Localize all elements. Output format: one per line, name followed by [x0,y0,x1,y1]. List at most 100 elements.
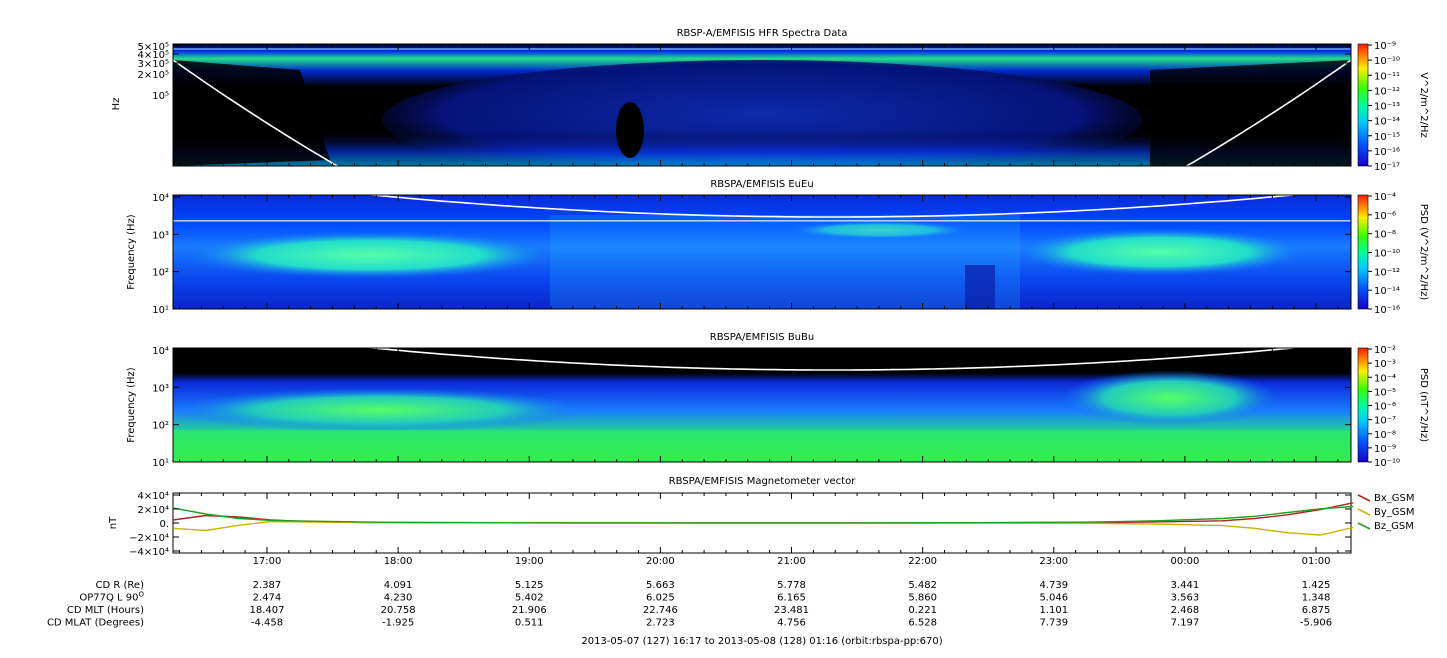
time-range-label: 2013-05-07 (127) 16:17 to 2013-05-08 (12… [581,636,942,647]
colorbar-tick-label: 10⁻⁹ [1374,444,1396,455]
mag-ylabel: nT [108,516,119,529]
y-tick-label: 4×10⁵ [138,50,169,61]
mag-series [172,502,1354,536]
ephemeris-value: 1.425 [1302,580,1331,591]
ephemeris-value: 3.441 [1171,580,1200,591]
mag-y-axis: 4×10⁴ 2×10⁴ 0. −2×10⁴ −4×10⁴ [129,491,1351,558]
hfr-colorbar [1357,43,1369,167]
y-tick-label: 10² [152,421,169,432]
colorbar-tick-label: 10⁻⁸ [1374,230,1396,241]
hfr-notch [616,102,644,158]
colorbar-tick-label: 10⁻⁷ [1374,416,1396,427]
colorbar-tick-label: 10⁻⁹ [1374,41,1396,52]
time-tick-label: 22:00 [908,556,937,567]
y-tick-label: 2×10⁴ [138,505,169,516]
y-tick-label: 10⁴ [152,346,169,357]
ephemeris-value: 0.221 [908,605,937,616]
eueu-title: RBSPA/EMFISIS EuEu [710,179,813,190]
ephemeris-row-label: CD MLT (Hours) [67,605,144,616]
colorbar-tick-label: 10⁻⁴ [1374,373,1396,384]
y-tick-label: −2×10⁴ [129,533,169,544]
time-tick-label: 01:00 [1302,556,1331,567]
ephemeris-value: 4.091 [384,580,413,591]
ephemeris-value: 4.230 [384,593,413,604]
ephemeris-table: CD R (Re) 2.387 4.091 5.125 5.663 5.778 5.482 4… [47,580,1332,629]
hfr-right-dark [1150,60,1351,166]
bubu-colorbar-label: PSD (nT^2/Hz) [1418,368,1429,442]
ephemeris-value: 0.511 [515,618,544,629]
colorbar-tick-label: 10⁻⁵ [1374,387,1396,398]
y-tick-label: 10² [152,268,169,279]
y-tick-label: 2×10⁵ [138,70,169,81]
mag-series-line [172,505,1354,524]
hfr-ylabel: Hz [111,98,122,111]
ephemeris-value: 21.906 [512,605,547,616]
ephemeris-value: 6.165 [777,593,806,604]
ephemeris-row-label: CD MLAT (Degrees) [47,618,144,629]
eueu-colorbar-label: PSD (V^2/m^2/Hz) [1418,204,1429,301]
mag-legend: Bx_GSM By_GSM Bz_GSM [1357,493,1415,532]
ephemeris-value: 4.739 [1039,580,1068,591]
ephemeris-row-label: OP77Q L 90O [79,591,144,604]
hfr-title: RBSP-A/EMFISIS HFR Spectra Data [677,28,848,39]
colorbar-tick-label: 10⁻¹² [1374,267,1400,278]
y-tick-label: 0. [159,519,169,530]
time-axis-labels: 17:00 18:00 19:00 20:00 21:00 22:00 23:00 00:00… [253,556,1331,567]
ephemeris-value: 6.528 [908,618,937,629]
mag-title: RBSPA/EMFISIS Magnetometer vector [669,476,857,487]
ephemeris-value: -5.906 [1300,618,1332,629]
ephemeris-value: 2.474 [253,593,282,604]
bubu-ylabel: Frequency (Hz) [126,367,137,443]
panel-hfr: RBSP-A/EMFISIS HFR Spectra Data 5×10⁵4×1… [111,28,1429,173]
bubu-band-left [173,388,590,432]
y-tick-label: −4×10⁴ [129,547,169,558]
eueu-colorbar-ticks: 10⁻⁴ 10⁻⁶ 10⁻⁸ 10⁻¹⁰ 10⁻¹² 10⁻¹⁴ 10⁻¹⁶ [1368,192,1400,316]
ephemeris-value: 18.407 [249,605,284,616]
bubu-frame [172,347,1352,463]
eueu-ylabel: Frequency (Hz) [126,214,137,290]
y-tick-label: 10⁵ [152,91,169,102]
legend-swatch [1357,508,1371,516]
hfr-colorbar-label: V^2/m^2/Hz [1418,72,1429,138]
hfr-colorbar-ticks: 10⁻⁹ 10⁻¹⁰ 10⁻¹¹ 10⁻¹² 10⁻¹³ 10⁻¹⁴ 10⁻¹⁵ 10⁻¹⁶ 1… [1368,41,1400,173]
legend-label: By_GSM [1374,507,1415,518]
eueu-spike-band [550,215,1020,309]
colorbar-tick-label: 10⁻⁴ [1374,192,1396,203]
legend-label: Bz_GSM [1374,521,1414,532]
ephemeris-value: 3.563 [1171,593,1200,604]
ephemeris-value: 2.387 [253,580,282,591]
legend-swatch [1357,522,1371,530]
y-tick-label: 5×10⁵ [138,42,169,53]
colorbar-tick-label: 10⁻² [1374,345,1396,356]
ephemeris-value: 5.860 [908,593,937,604]
bubu-band-right [1060,370,1280,426]
bubu-low-band [173,430,1351,462]
y-tick-label: 10⁴ [152,193,169,204]
eueu-dark-gap [965,265,995,309]
bubu-title: RBSPA/EMFISIS BuBu [710,332,814,343]
time-tick-label: 18:00 [384,556,413,567]
colorbar-tick-label: 10⁻¹⁶ [1374,147,1400,158]
time-tick-label: 23:00 [1039,556,1068,567]
ephemeris-value: 2.468 [1171,605,1200,616]
eueu-band-left [180,231,560,279]
y-tick-label: 10¹ [152,305,169,316]
y-tick-label: 10¹ [152,458,169,469]
ephemeris-value: -1.925 [382,618,414,629]
colorbar-tick-label: 10⁻⁶ [1374,402,1396,413]
colorbar-tick-label: 10⁻¹⁰ [1374,458,1400,469]
colorbar-tick-label: 10⁻¹³ [1374,102,1400,113]
colorbar-tick-label: 10⁻¹¹ [1374,71,1400,82]
ephemeris-value: 7.739 [1039,618,1068,629]
panel-mag: RBSPA/EMFISIS Magnetometer vector 4×10⁴ 2… [108,476,1415,558]
colorbar-tick-label: 10⁻¹⁰ [1374,56,1400,67]
eueu-band-right [1010,228,1310,276]
colorbar-tick-label: 10⁻¹⁰ [1374,249,1400,260]
colorbar-tick-label: 10⁻³ [1374,359,1396,370]
ephemeris-value: 2.723 [646,618,675,629]
colorbar-tick-label: 10⁻¹⁶ [1374,305,1400,316]
colorbar-tick-label: 10⁻¹⁵ [1374,132,1400,143]
y-tick-label: 4×10⁴ [138,491,169,502]
